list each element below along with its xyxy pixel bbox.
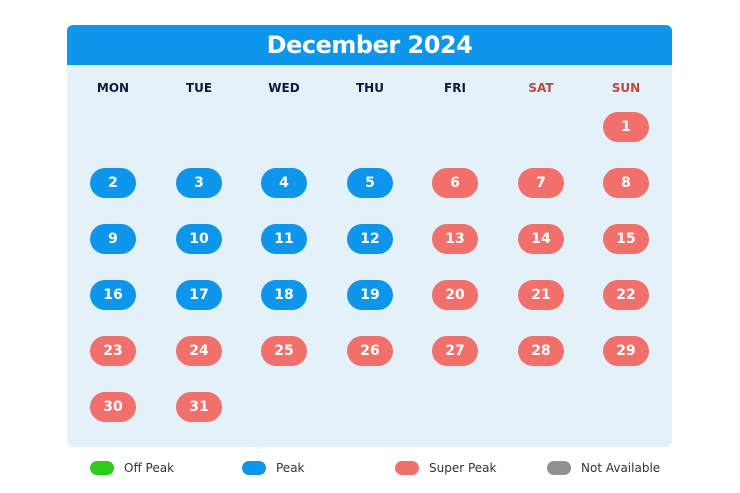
day-2[interactable]: 2 [90, 168, 136, 198]
day-30[interactable]: 30 [90, 392, 136, 422]
legend-swatch [242, 461, 266, 475]
legend-swatch [395, 461, 419, 475]
month-title: December 2024 [67, 25, 672, 65]
day-15[interactable]: 15 [603, 224, 649, 254]
day-24[interactable]: 24 [176, 336, 222, 366]
legend-swatch [90, 461, 114, 475]
day-1[interactable]: 1 [603, 112, 649, 142]
weekday-wed: WED [268, 81, 300, 95]
day-31[interactable]: 31 [176, 392, 222, 422]
legend-item-peak: Peak [242, 461, 305, 475]
legend-swatch [547, 461, 571, 475]
day-9[interactable]: 9 [90, 224, 136, 254]
weekday-header-row: MON TUE WED THU FRI SAT SUN [67, 81, 672, 97]
legend-item-not-available: Not Available [547, 461, 660, 475]
day-8[interactable]: 8 [603, 168, 649, 198]
day-28[interactable]: 28 [518, 336, 564, 366]
day-4[interactable]: 4 [261, 168, 307, 198]
legend: Off Peak Peak Super Peak Not Available [0, 461, 740, 477]
weekday-fri: FRI [444, 81, 466, 95]
day-22[interactable]: 22 [603, 280, 649, 310]
weekday-sat: SAT [528, 81, 554, 95]
day-7[interactable]: 7 [518, 168, 564, 198]
legend-label: Super Peak [429, 461, 497, 475]
legend-label: Peak [276, 461, 305, 475]
day-5[interactable]: 5 [347, 168, 393, 198]
day-17[interactable]: 17 [176, 280, 222, 310]
day-14[interactable]: 14 [518, 224, 564, 254]
day-29[interactable]: 29 [603, 336, 649, 366]
day-23[interactable]: 23 [90, 336, 136, 366]
day-27[interactable]: 27 [432, 336, 478, 366]
weekday-mon: MON [96, 81, 130, 95]
day-13[interactable]: 13 [432, 224, 478, 254]
day-10[interactable]: 10 [176, 224, 222, 254]
legend-item-off-peak: Off Peak [90, 461, 174, 475]
day-6[interactable]: 6 [432, 168, 478, 198]
day-20[interactable]: 20 [432, 280, 478, 310]
day-25[interactable]: 25 [261, 336, 307, 366]
day-26[interactable]: 26 [347, 336, 393, 366]
day-12[interactable]: 12 [347, 224, 393, 254]
day-19[interactable]: 19 [347, 280, 393, 310]
day-3[interactable]: 3 [176, 168, 222, 198]
legend-item-super-peak: Super Peak [395, 461, 496, 475]
day-16[interactable]: 16 [90, 280, 136, 310]
weekday-sun: SUN [611, 81, 641, 95]
legend-label: Not Available [581, 461, 661, 475]
legend-label: Off Peak [124, 461, 175, 475]
day-18[interactable]: 18 [261, 280, 307, 310]
weekday-thu: THU [356, 81, 384, 95]
day-11[interactable]: 11 [261, 224, 307, 254]
day-21[interactable]: 21 [518, 280, 564, 310]
weekday-tue: TUE [185, 81, 213, 95]
